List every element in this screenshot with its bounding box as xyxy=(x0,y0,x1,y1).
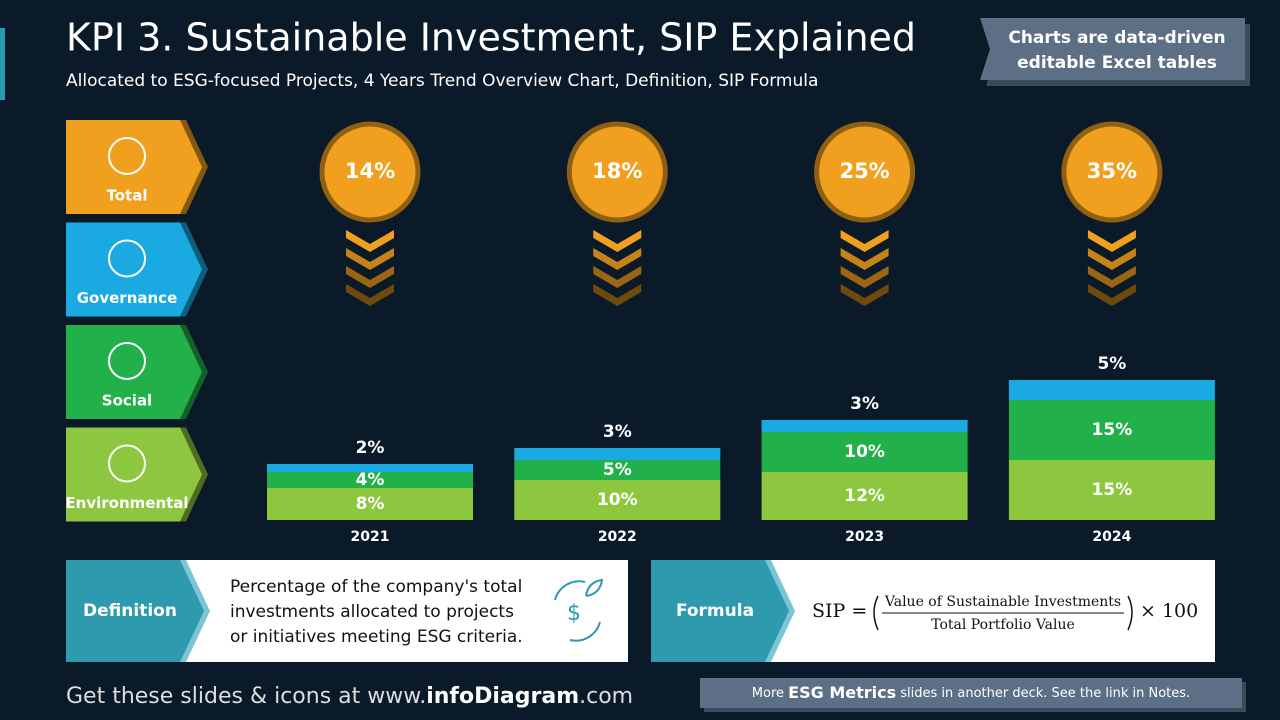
value-label: 15% xyxy=(1092,420,1133,440)
subtitle: Allocated to ESG-focused Projects, 4 Yea… xyxy=(66,71,818,91)
legend-label: Governance xyxy=(77,289,178,307)
formula-tab xyxy=(651,560,789,662)
bar-segment xyxy=(761,432,968,472)
total-label: 14% xyxy=(345,159,395,183)
definition-box xyxy=(180,560,628,662)
value-label: 12% xyxy=(844,486,885,506)
x-tick-label: 2022 xyxy=(598,529,637,545)
definition-text: investments allocated to projects xyxy=(230,602,514,622)
chevron xyxy=(346,266,394,288)
bar-segment xyxy=(514,448,721,460)
definition-text: or initiatives meeting ESG criteria. xyxy=(230,627,523,647)
footer-text: infoDiagram xyxy=(426,684,579,709)
footer-text: .com xyxy=(579,684,633,709)
bar-segment xyxy=(1008,460,1215,520)
chevron xyxy=(840,248,889,270)
chevron xyxy=(1087,266,1136,288)
footer-text: More xyxy=(752,686,788,701)
value-label: 10% xyxy=(597,490,638,510)
chevron xyxy=(593,266,642,288)
footer-box xyxy=(700,678,1242,708)
formula-label: Formula xyxy=(676,601,754,621)
legend-label: Social xyxy=(102,392,152,410)
value-label: 5% xyxy=(603,460,632,480)
value-label: 3% xyxy=(850,394,879,414)
bar-segment xyxy=(1008,400,1215,460)
chevron xyxy=(840,230,889,252)
total-label: 25% xyxy=(839,159,889,183)
banner-text: Charts are data-driven xyxy=(1008,28,1225,48)
chevron xyxy=(593,248,642,270)
banner xyxy=(980,18,1245,80)
total-circle xyxy=(566,121,668,223)
total-label: 35% xyxy=(1087,159,1137,183)
bar-segment xyxy=(514,480,721,520)
definition-label: Definition xyxy=(83,601,177,621)
footer-text: ESG Metrics xyxy=(788,683,896,702)
legend-icon xyxy=(108,444,146,483)
total-label: 18% xyxy=(592,159,642,183)
bar-segment xyxy=(761,420,968,432)
legend-badge xyxy=(66,120,202,214)
bar-segment xyxy=(267,472,473,488)
bar-segment xyxy=(761,472,968,520)
title: KPI 3. Sustainable Investment, SIP Expla… xyxy=(66,16,916,60)
chevron xyxy=(593,230,642,252)
footer-text: Get these slides & icons at www. xyxy=(66,684,426,709)
accent xyxy=(0,28,5,100)
chart: Total Governance Social Environmental 2021 8%… xyxy=(65,120,1215,545)
legend-badge xyxy=(66,325,202,419)
legend-badge xyxy=(66,222,202,317)
formula-multiplier: × 100 xyxy=(1140,600,1198,622)
value-label: 4% xyxy=(356,470,385,490)
chevron xyxy=(346,230,394,252)
chevron xyxy=(593,284,642,306)
bar-segment xyxy=(1008,380,1215,400)
bar-segment xyxy=(267,464,473,472)
chevron xyxy=(840,284,889,306)
value-label: 10% xyxy=(844,442,885,462)
x-tick-label: 2024 xyxy=(1092,529,1131,545)
formula-lhs: SIP = xyxy=(812,600,867,622)
bar-segment xyxy=(267,488,473,520)
money-icon: $ xyxy=(554,578,604,642)
definition-text: Percentage of the company's total xyxy=(230,577,522,597)
footer-right: More ESG Metrics slides in another deck.… xyxy=(752,683,1190,702)
chevron xyxy=(346,248,394,270)
legend-badge xyxy=(66,427,202,522)
bar-segment xyxy=(514,460,721,480)
chevron xyxy=(1087,230,1136,252)
parentheses xyxy=(873,595,1133,631)
formula-box xyxy=(765,560,1215,662)
x-tick-label: 2021 xyxy=(351,529,390,545)
total-circle xyxy=(1061,121,1163,223)
footer-text: slides in another deck. See the link in … xyxy=(896,686,1190,701)
svg-text:$: $ xyxy=(567,601,581,626)
banner-text: editable Excel tables xyxy=(1017,53,1217,73)
x-tick-label: 2023 xyxy=(845,529,884,545)
total-circle xyxy=(814,121,916,223)
chevron xyxy=(1087,284,1136,306)
formula-numerator: Value of Sustainable Investments xyxy=(884,594,1121,610)
value-label: 2% xyxy=(356,438,385,458)
chevron xyxy=(840,266,889,288)
legend-icon xyxy=(108,342,146,380)
formula-denominator: Total Portfolio Value xyxy=(931,617,1075,633)
total-circle xyxy=(319,121,421,223)
legend-label: Total xyxy=(107,187,148,205)
value-label: 3% xyxy=(603,422,632,442)
footer-left: Get these slides & icons at www.infoDiag… xyxy=(66,684,633,709)
value-label: 5% xyxy=(1097,354,1126,374)
legend-icon xyxy=(108,137,146,175)
value-label: 8% xyxy=(356,494,385,514)
chevron xyxy=(346,284,394,306)
legend-label: Environmental xyxy=(65,494,188,512)
chevron xyxy=(1087,248,1136,270)
definition-tab xyxy=(66,560,204,662)
value-label: 15% xyxy=(1092,480,1133,500)
legend-icon xyxy=(108,239,146,278)
